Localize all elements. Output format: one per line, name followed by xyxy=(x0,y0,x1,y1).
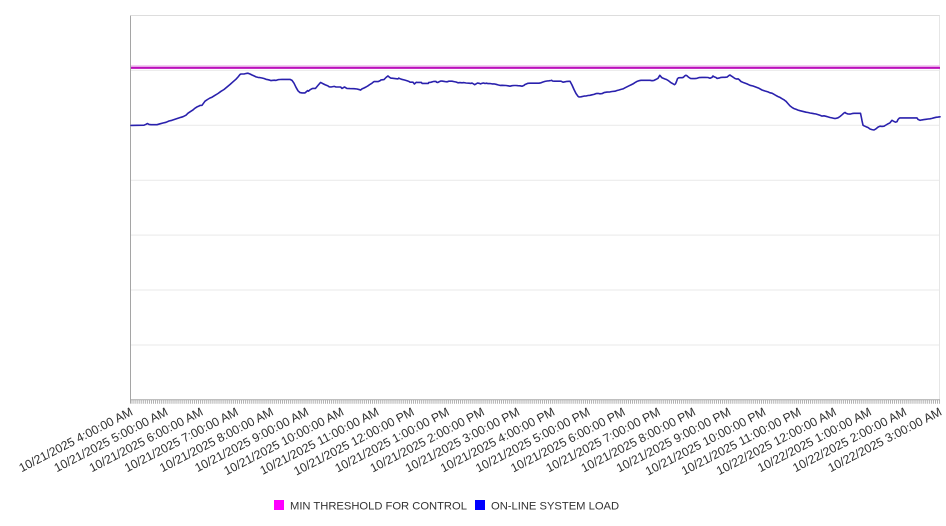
svg-text:ON-LINE SYSTEM LOAD: ON-LINE SYSTEM LOAD xyxy=(491,501,619,513)
svg-text:MIN THRESHOLD FOR CONTROL: MIN THRESHOLD FOR CONTROL xyxy=(290,501,467,513)
